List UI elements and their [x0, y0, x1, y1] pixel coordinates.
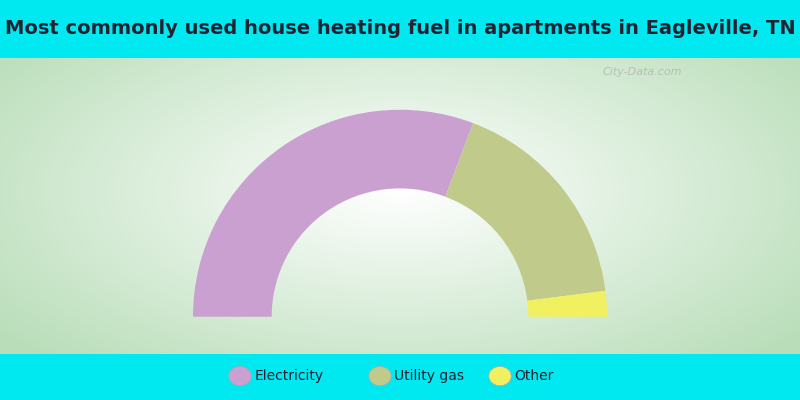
- Ellipse shape: [489, 366, 511, 386]
- Text: Electricity: Electricity: [254, 369, 323, 383]
- Ellipse shape: [229, 366, 251, 386]
- Text: Other: Other: [514, 369, 554, 383]
- Wedge shape: [446, 123, 606, 301]
- Wedge shape: [527, 291, 607, 317]
- Text: City-Data.com: City-Data.com: [602, 67, 682, 77]
- Wedge shape: [193, 110, 473, 317]
- Text: Utility gas: Utility gas: [394, 369, 464, 383]
- Ellipse shape: [369, 366, 391, 386]
- Text: Most commonly used house heating fuel in apartments in Eagleville, TN: Most commonly used house heating fuel in…: [5, 20, 795, 38]
